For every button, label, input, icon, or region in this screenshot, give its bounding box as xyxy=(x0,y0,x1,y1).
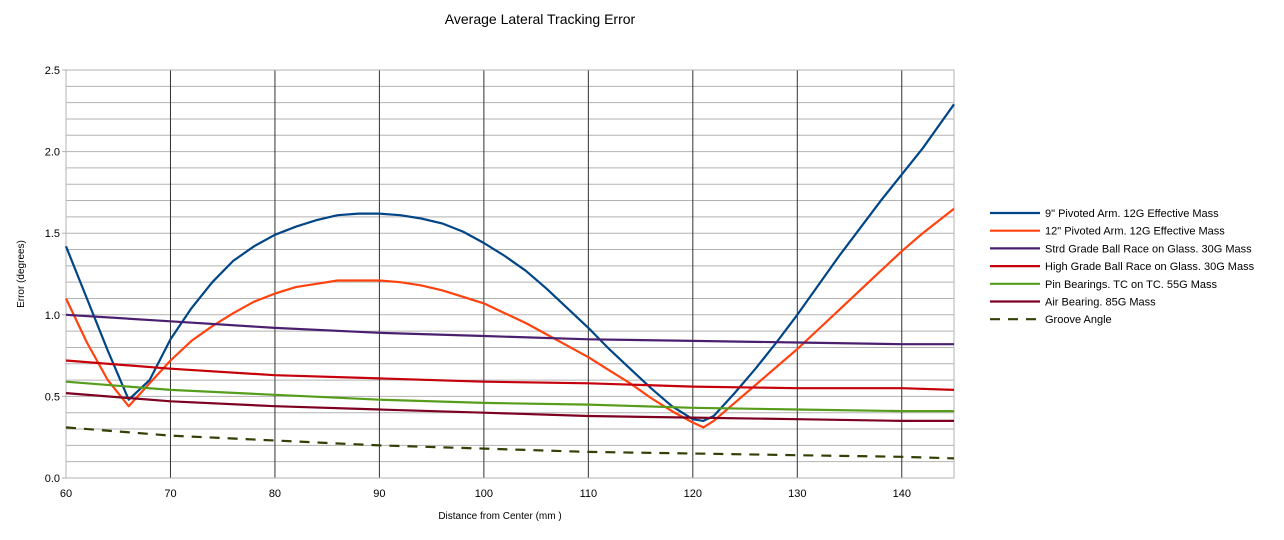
y-tick-label: 2.5 xyxy=(45,65,60,77)
x-tick-label: 120 xyxy=(684,488,702,500)
x-tick-label: 130 xyxy=(788,488,806,500)
chart-title: Average Lateral Tracking Error xyxy=(445,11,636,27)
series-line-7 xyxy=(65,426,955,460)
x-axis-ticks: 60 70 80 90 100 110 120 130 140 xyxy=(60,488,911,500)
y-axis-ticks: 0.0 0.5 1.0 1.5 2.0 2.5 xyxy=(45,65,66,485)
y-tick-label: 1.5 xyxy=(45,228,60,240)
y-tick-label: 0.0 xyxy=(45,473,60,485)
y-tick-label: 1.0 xyxy=(45,310,60,322)
x-tick-label: 80 xyxy=(269,488,281,500)
grid xyxy=(66,70,954,478)
legend-label: Pin Bearings. TC on TC. 55G Mass xyxy=(1045,279,1217,291)
series-line-1 xyxy=(64,103,955,422)
series-lines xyxy=(64,103,955,460)
series-line-3 xyxy=(65,313,954,346)
legend-label: High Grade Ball Race on Glass. 30G Mass xyxy=(1045,261,1255,273)
y-axis-title: Error (degrees) xyxy=(16,240,27,308)
legend-label: 12" Pivoted Arm. 12G Effective Mass xyxy=(1045,226,1225,238)
series-line-4 xyxy=(65,359,955,391)
x-tick-label: 90 xyxy=(373,488,385,500)
y-tick-label: 2.0 xyxy=(45,147,60,159)
legend-label: 9" Pivoted Arm. 12G Effective Mass xyxy=(1045,208,1219,220)
legend-label: Air Bearing. 85G Mass xyxy=(1045,297,1156,309)
y-tick-label: 0.5 xyxy=(45,391,60,403)
x-tick-label: 110 xyxy=(580,488,598,500)
legend-label: Groove Angle xyxy=(1045,314,1112,326)
x-tick-label: 60 xyxy=(60,488,72,500)
x-tick-label: 140 xyxy=(893,488,911,500)
legend-label: Strd Grade Ball Race on Glass. 30G Mass xyxy=(1045,243,1252,255)
x-tick-label: 100 xyxy=(475,488,493,500)
x-tick-label: 70 xyxy=(164,488,176,500)
plot-area-border xyxy=(65,69,955,479)
series-line-2 xyxy=(65,207,955,429)
series-line-5 xyxy=(65,380,954,413)
legend: 9" Pivoted Arm. 12G Effective Mass 12" Pi… xyxy=(990,208,1255,326)
x-axis-title: Distance from Center (mm ) xyxy=(438,511,561,522)
series-line-6 xyxy=(65,392,954,422)
